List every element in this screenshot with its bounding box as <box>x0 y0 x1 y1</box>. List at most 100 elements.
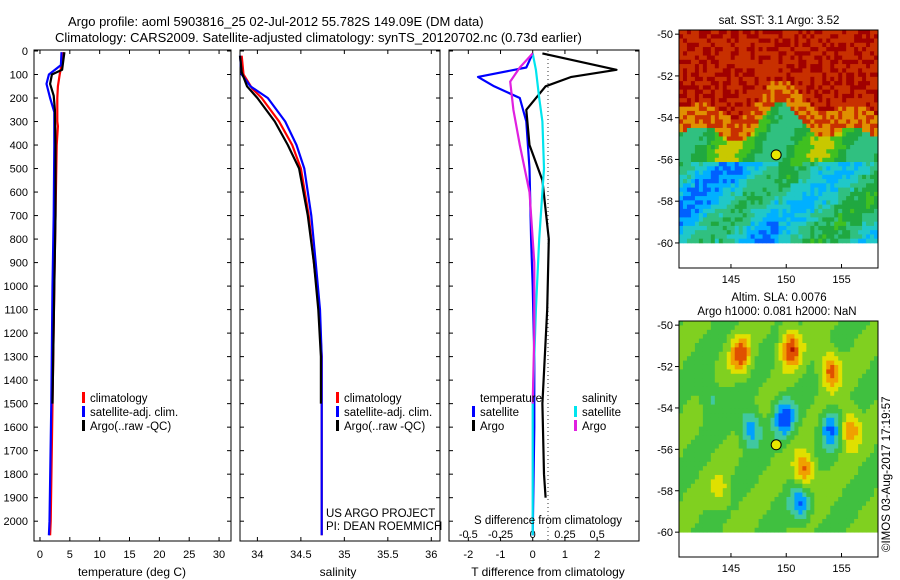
sst-cell <box>686 68 692 73</box>
sla-cell <box>850 404 855 410</box>
lat-tick-label: -50 <box>657 29 673 41</box>
sst-cell <box>774 208 779 214</box>
sst-cell <box>870 157 875 163</box>
sla-cell <box>814 426 819 432</box>
sst-cell <box>838 174 843 180</box>
sla-cell <box>714 457 720 463</box>
sla-cell <box>738 343 744 348</box>
sst-cell <box>846 162 851 167</box>
sla-cell <box>830 395 835 401</box>
sst-cell <box>870 55 875 61</box>
sla-cell <box>742 391 748 397</box>
sst-cell <box>770 76 775 82</box>
sst-cell <box>846 123 851 129</box>
sla-cell <box>718 510 724 515</box>
sst-cell <box>818 170 823 176</box>
sla-cell <box>714 492 720 498</box>
sst-cell <box>690 59 696 65</box>
sla-cell <box>790 395 795 401</box>
sst-cell <box>774 234 779 240</box>
sla-cell <box>698 422 704 427</box>
sst-cell <box>862 183 867 188</box>
sla-cell <box>738 444 744 449</box>
sla-cell <box>686 400 692 405</box>
sla-cell <box>846 347 851 353</box>
sst-cell <box>722 187 728 193</box>
sst-cell <box>846 102 851 108</box>
sst-cell <box>770 68 775 73</box>
sla-cell <box>818 321 823 326</box>
sla-cell <box>730 364 736 370</box>
sst-cell <box>686 204 692 210</box>
sla-cell <box>822 510 827 515</box>
sst-cell <box>690 221 696 227</box>
sla-cell <box>830 466 835 471</box>
sst-cell <box>834 144 839 150</box>
sla-cell <box>802 448 807 454</box>
sla-cell <box>818 470 823 476</box>
sst-cell <box>830 153 835 159</box>
sla-cell <box>786 347 791 353</box>
sla-cell <box>694 510 700 515</box>
sla-cell <box>826 488 831 493</box>
sla-cell <box>770 364 775 370</box>
sla-cell <box>790 430 795 436</box>
sst-cell <box>714 191 720 197</box>
sst-cell <box>702 196 708 201</box>
sst-cell <box>854 110 859 116</box>
sla-cell <box>758 496 763 502</box>
sla-cell <box>682 404 688 410</box>
sla-cell <box>814 452 819 458</box>
sst-cell <box>858 102 863 108</box>
sst-cell <box>842 230 847 235</box>
sst-cell <box>762 89 767 95</box>
sla-cell <box>694 470 700 476</box>
sst-cell <box>766 144 771 150</box>
sla-cell <box>710 426 716 432</box>
sst-cell <box>814 136 819 142</box>
sla-cell <box>710 422 716 427</box>
sla-cell <box>714 444 720 449</box>
sst-cell <box>858 30 863 35</box>
sla-cell <box>810 364 815 370</box>
sla-cell <box>814 373 819 379</box>
sla-cell <box>706 404 712 410</box>
sla-cell <box>758 413 763 419</box>
sla-cell <box>862 395 867 401</box>
sst-cell <box>802 196 807 201</box>
sst-cell <box>874 127 879 133</box>
sla-cell <box>738 501 744 507</box>
sla-cell <box>838 452 843 458</box>
sst-cell <box>758 119 763 125</box>
sst-cell <box>846 200 851 206</box>
sst-cell <box>810 68 815 73</box>
sst-cell <box>702 68 708 73</box>
sla-cell <box>686 501 692 507</box>
sla-cell <box>818 360 823 366</box>
sst-cell <box>746 42 752 48</box>
sla-cell <box>866 510 871 515</box>
sst-cell <box>750 144 756 150</box>
sst-cell <box>686 153 692 159</box>
sst-cell <box>854 149 859 154</box>
sst-cell <box>790 106 795 112</box>
sst-cell <box>734 144 740 150</box>
sst-cell <box>854 98 859 103</box>
sst-cell <box>742 106 748 112</box>
sst-cell <box>854 93 859 99</box>
sst-cell <box>734 136 740 142</box>
sst-cell <box>850 110 855 116</box>
sst-cell <box>838 119 843 125</box>
sst-cell <box>679 127 684 133</box>
sla-cell <box>746 426 752 432</box>
sla-cell <box>754 479 759 485</box>
sla-cell <box>822 347 827 353</box>
sst-cell <box>694 123 700 129</box>
sla-cell <box>814 334 819 339</box>
sla-cell <box>862 444 867 449</box>
sst-cell <box>694 204 700 210</box>
sla-cell <box>710 514 716 520</box>
sla-cell <box>686 373 692 379</box>
sla-cell <box>782 448 787 454</box>
